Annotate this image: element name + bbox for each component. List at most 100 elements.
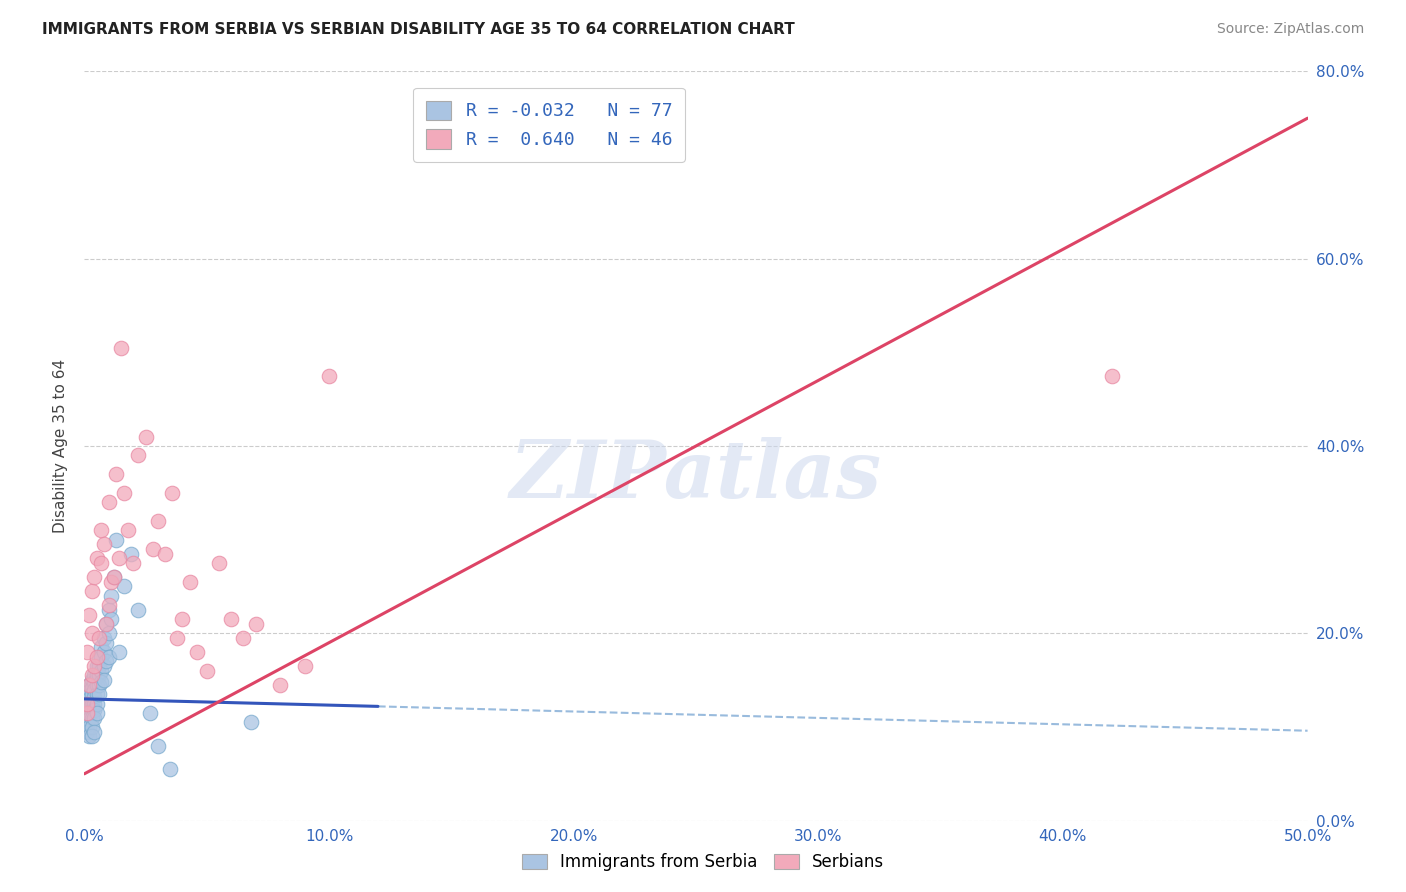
Point (100, 612, 122, 626)
Point (80, 673, 103, 688)
Point (76, 682, 98, 697)
Point (294, 659, 316, 673)
Point (127, 449, 149, 463)
Point (100, 574, 122, 589)
Point (77, 678, 100, 692)
Point (146, 739, 169, 753)
Point (90, 640, 112, 655)
Point (76, 701, 98, 715)
Point (120, 547, 142, 561)
Point (77, 699, 100, 714)
Point (87, 659, 110, 673)
Point (219, 612, 242, 626)
Point (76, 706, 98, 720)
Point (122, 556, 145, 570)
Point (80, 626, 103, 640)
Point (86, 687, 108, 701)
Point (75, 708, 97, 723)
Point (77, 687, 100, 701)
Point (75, 707, 97, 722)
Point (83, 659, 105, 673)
Point (93, 659, 115, 673)
Point (97, 599, 120, 613)
Point (107, 551, 129, 566)
Legend: Immigrants from Serbia, Serbians: Immigrants from Serbia, Serbians (513, 845, 893, 880)
Point (97, 649, 120, 664)
Point (139, 706, 162, 720)
Point (80, 681, 103, 695)
Point (208, 556, 231, 570)
Point (83, 570, 105, 584)
Point (80, 703, 103, 717)
Point (80, 710, 103, 724)
Point (142, 542, 165, 557)
Point (77, 684, 100, 698)
Text: IMMIGRANTS FROM SERBIA VS SERBIAN DISABILITY AGE 35 TO 64 CORRELATION CHART: IMMIGRANTS FROM SERBIA VS SERBIAN DISABI… (42, 22, 794, 37)
Point (86, 697, 108, 711)
Point (93, 673, 115, 688)
Point (76, 694, 98, 708)
Point (77, 607, 100, 622)
Point (83, 697, 105, 711)
Point (75, 713, 97, 727)
Point (75, 715, 97, 730)
Point (86, 706, 108, 720)
Point (73, 703, 96, 717)
Text: ZIPatlas: ZIPatlas (510, 437, 882, 515)
Point (90, 649, 112, 664)
Point (110, 341, 132, 355)
Point (245, 617, 267, 632)
Point (83, 710, 105, 724)
Point (112, 486, 135, 500)
Point (76, 706, 98, 720)
Point (86, 678, 108, 692)
Point (77, 706, 100, 720)
Point (127, 603, 149, 617)
Text: Source: ZipAtlas.com: Source: ZipAtlas.com (1216, 22, 1364, 37)
Point (83, 724, 105, 739)
Point (97, 603, 120, 617)
Point (90, 556, 112, 570)
Point (77, 713, 100, 727)
Point (83, 668, 105, 682)
Point (186, 645, 208, 659)
Point (103, 570, 125, 584)
Point (232, 631, 254, 645)
Point (162, 486, 184, 500)
Point (86, 668, 108, 682)
Point (83, 703, 105, 717)
Point (87, 649, 110, 664)
Point (153, 547, 176, 561)
Point (76, 645, 98, 659)
Point (239, 715, 262, 730)
Point (77, 678, 100, 692)
Point (90, 524, 112, 538)
Point (172, 612, 194, 626)
Point (80, 687, 103, 701)
Point (96, 655, 118, 669)
Point (96, 617, 118, 632)
Point (107, 645, 129, 659)
Point (76, 713, 98, 727)
Point (90, 675, 112, 690)
Point (86, 659, 108, 673)
Point (87, 631, 110, 645)
Point (86, 551, 108, 566)
Point (146, 514, 169, 528)
Point (112, 580, 135, 594)
Point (97, 495, 120, 509)
Point (80, 730, 103, 744)
Point (100, 589, 122, 603)
Point (90, 664, 112, 678)
Point (318, 368, 340, 383)
Point (77, 692, 100, 706)
Point (80, 584, 103, 599)
Point (103, 570, 125, 584)
Point (87, 687, 110, 701)
Point (80, 720, 103, 734)
Point (1101, 368, 1123, 383)
Point (96, 617, 118, 632)
Point (87, 668, 110, 682)
Point (97, 626, 120, 640)
Point (166, 631, 188, 645)
